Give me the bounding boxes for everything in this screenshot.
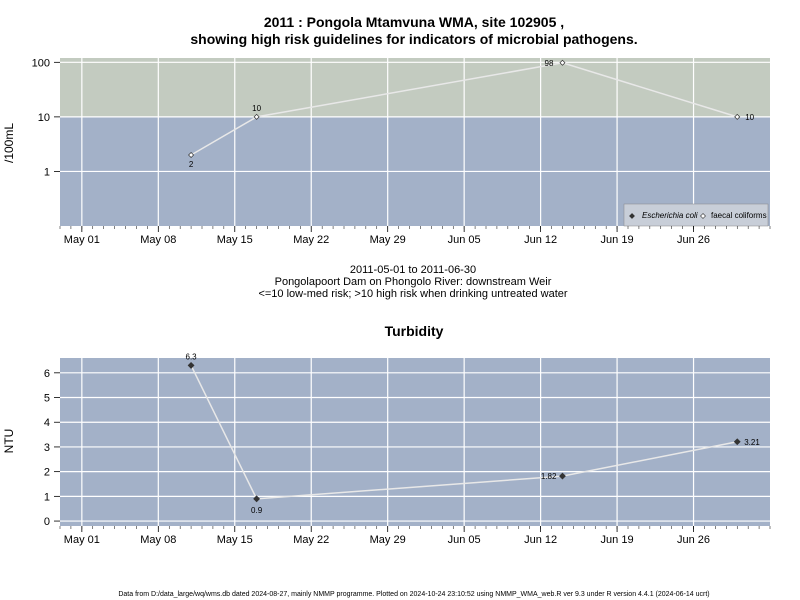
- chart2-xtick-label: Jun 12: [524, 534, 557, 546]
- chart1-xtick-label: May 22: [293, 234, 329, 246]
- chart2-ytick-label: 5: [44, 393, 50, 405]
- chart2-background: [60, 358, 770, 526]
- chart1-ytick-label: 10: [38, 112, 50, 124]
- caption-date-range: 2011-05-01 to 2011-06-30: [350, 264, 476, 276]
- chart1-xtick-label: May 29: [370, 234, 406, 246]
- turbidity-point: [559, 472, 566, 480]
- chart2-ytick-label: 1: [44, 491, 50, 503]
- chart1-gridlines: [60, 58, 770, 226]
- footer-note: Data from D:/data_large/wq/wms.db dated …: [118, 591, 709, 598]
- turbidity-line: [190, 365, 738, 500]
- chart2-xtick-label: May 29: [370, 534, 406, 546]
- legend-faecal-marker: [700, 213, 706, 219]
- chart2-xtick-label: Jun 26: [677, 534, 710, 546]
- chart2-xtick-label: May 08: [140, 534, 176, 546]
- chart1-xtick-label: May 01: [64, 234, 100, 246]
- turbidity-point: [187, 361, 195, 369]
- chart1-xtick-label: Jun 05: [448, 234, 481, 246]
- chart2-xtick-label: May 01: [64, 534, 100, 546]
- high-risk-band: [60, 58, 770, 117]
- chart2-xtick-label: Jun 19: [601, 534, 634, 546]
- faecal-coliform-line: [190, 62, 738, 156]
- chart2-ytick-label: 4: [44, 417, 50, 429]
- chart2-series: 6.3 0.9 1.82 3.21: [186, 352, 761, 514]
- legend-box: [623, 203, 769, 227]
- faecal-coliform-point: [734, 113, 741, 120]
- turbidity-data-label: 0.9: [251, 506, 263, 515]
- faecal-coliform-data-label: 10: [252, 104, 261, 113]
- chart1-legend: Escherichia coli faecal coliforms: [623, 203, 769, 227]
- chart2-ytick-label: 2: [44, 467, 50, 479]
- caption-site: Pongolapoort Dam on Phongolo River: down…: [275, 276, 552, 288]
- faecal-coliform-data-label: 10: [745, 113, 754, 122]
- chart1-ytick-label: 1: [44, 166, 50, 178]
- chart2-title: Turbidity: [385, 323, 444, 339]
- chart1-xtick-label: Jun 12: [524, 234, 557, 246]
- chart1-xtick-label: Jun 26: [677, 234, 710, 246]
- chart1-plot-area: 2 10 98 10 Escherichia coli faecal coliform…: [60, 58, 770, 227]
- faecal-coliform-point: [559, 59, 566, 66]
- caption-risk: <=10 low-med risk; >10 high risk when dr…: [258, 288, 567, 300]
- chart2-axes: May 01 May 08 May 15 May 22 May 29 Jun 05 Jun …: [44, 368, 771, 546]
- chart2-ylabel: NTU: [2, 429, 16, 454]
- legend-faecal-label: faecal coliforms: [711, 211, 767, 220]
- chart1-title-line2: showing high risk guidelines for indicat…: [190, 31, 637, 47]
- legend-ecoli-label: Escherichia coli: [642, 211, 698, 220]
- chart2-ytick-label: 6: [44, 368, 50, 380]
- chart1-ylabel: /100mL: [2, 123, 16, 163]
- chart2-gridlines: [60, 358, 770, 526]
- faecal-coliform-data-label: 2: [189, 160, 194, 169]
- chart2-ytick-label: 3: [44, 442, 50, 454]
- chart2-xtick-label: Jun 05: [448, 534, 481, 546]
- turbidity-data-label: 6.3: [186, 352, 198, 361]
- chart1-xtick-label: May 15: [217, 234, 253, 246]
- turbidity-data-label: 3.21: [744, 438, 760, 447]
- turbidity-data-label: 1.82: [541, 472, 557, 481]
- chart1-xtick-label: Jun 19: [601, 234, 634, 246]
- chart1-series: 2 10 98 10: [188, 59, 755, 169]
- faecal-coliform-point: [188, 152, 195, 159]
- chart2-ytick-label: 0: [44, 516, 50, 528]
- chart1-axes: May 01 May 08 May 15 May 22 May 29 Jun 05 Jun …: [32, 57, 771, 246]
- chart2-plot-area: 6.3 0.9 1.82 3.21: [60, 352, 770, 526]
- turbidity-point: [253, 495, 261, 503]
- faecal-coliform-data-label: 98: [545, 59, 554, 68]
- chart2-xtick-label: May 22: [293, 534, 329, 546]
- chart2-xtick-label: May 15: [217, 534, 253, 546]
- turbidity-point: [733, 438, 741, 446]
- legend-ecoli-marker: [629, 213, 635, 219]
- faecal-coliform-point: [253, 113, 260, 120]
- chart1-xtick-label: May 08: [140, 234, 176, 246]
- chart1-title-line1: 2011 : Pongola Mtamvuna WMA, site 102905…: [264, 14, 564, 30]
- chart1-ytick-label: 100: [32, 57, 50, 69]
